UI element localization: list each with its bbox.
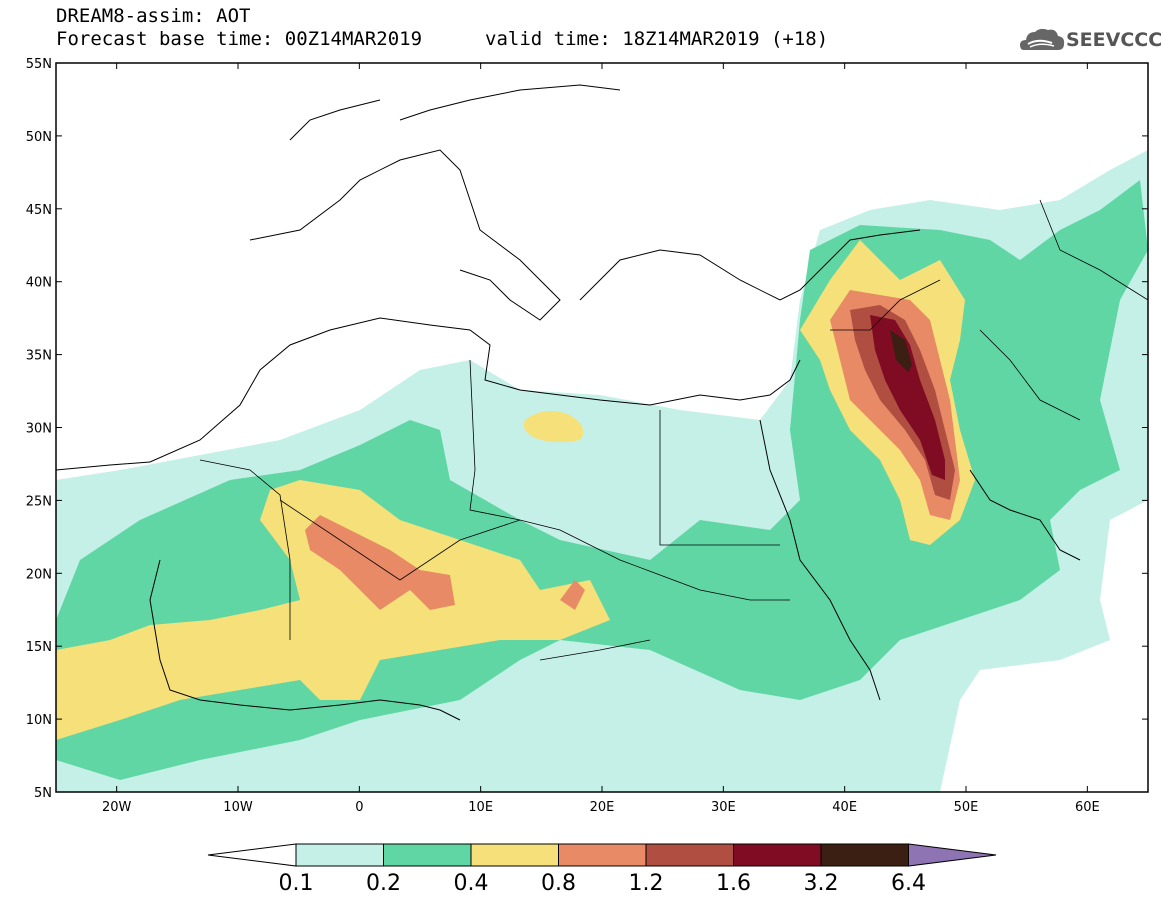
colorbar-label: 0.4 bbox=[454, 871, 489, 896]
colorbar-label: 0.2 bbox=[366, 871, 401, 896]
lat-tick-label: 20N bbox=[26, 567, 52, 582]
map-title: DREAM8-assim: AOT bbox=[56, 5, 251, 27]
coastlines bbox=[56, 84, 1081, 721]
lat-tick-label: 30N bbox=[26, 422, 52, 437]
lon-tick-label: 10W bbox=[223, 800, 253, 815]
colorbar-swatch bbox=[470, 843, 559, 867]
lat-tick-label: 55N bbox=[26, 57, 52, 72]
lon-tick-label: 40E bbox=[832, 800, 857, 815]
lon-tick-label: 10E bbox=[468, 800, 493, 815]
colorbar-label: 1.2 bbox=[629, 871, 664, 896]
colorbar-swatch bbox=[295, 843, 384, 867]
lat-tick-label: 5N bbox=[34, 786, 52, 801]
colorbar-swatch bbox=[645, 843, 734, 867]
forecast-base-time: Forecast base time: 00Z14MAR2019 bbox=[56, 28, 423, 50]
lat-tick-label: 15N bbox=[26, 640, 52, 655]
colorbar-label: 3.2 bbox=[804, 871, 839, 896]
colorbar-swatch bbox=[383, 843, 472, 867]
colorbar-under-triangle bbox=[207, 843, 297, 867]
lat-tick-label: 40N bbox=[26, 276, 52, 291]
colorbar-over-triangle bbox=[908, 843, 997, 867]
colorbar: 0.1 0.2 0.4 0.8 1.2 1.6 3.2 6.4 bbox=[207, 843, 997, 896]
aot-level-1.6 bbox=[870, 315, 945, 480]
lon-tick-label: 20W bbox=[102, 800, 132, 815]
latitude-axis: 55N 50N 45N 40N 35N 30N 25N 20N 15N 10N 5N bbox=[26, 57, 1148, 801]
lat-tick-label: 10N bbox=[26, 713, 52, 728]
aot-field bbox=[56, 63, 1148, 792]
country-borders bbox=[199, 199, 1148, 661]
valid-time: valid time: 18Z14MAR2019 (+18) bbox=[485, 28, 829, 50]
aot-level-0.8 bbox=[305, 515, 455, 610]
colorbar-swatch bbox=[733, 843, 822, 867]
colorbar-label: 0.8 bbox=[541, 871, 576, 896]
lon-tick-label: 20E bbox=[590, 800, 615, 815]
lat-tick-label: 45N bbox=[26, 203, 52, 218]
lon-tick-label: 60E bbox=[1075, 800, 1100, 815]
lon-tick-label: 0 bbox=[355, 800, 363, 815]
longitude-axis: 20W 10W 0 10E 20E 30E 40E 50E 60E bbox=[102, 63, 1100, 815]
seevccc-logo: SEEVCCC bbox=[1066, 29, 1163, 51]
lat-tick-label: 50N bbox=[26, 130, 52, 145]
aot-level-0.8 bbox=[560, 580, 585, 610]
colorbar-swatch bbox=[558, 843, 647, 867]
aot-level-0.4 bbox=[523, 411, 584, 443]
colorbar-label: 1.6 bbox=[716, 871, 751, 896]
colorbar-label: 6.4 bbox=[891, 871, 926, 896]
colorbar-swatch bbox=[820, 843, 909, 867]
lon-tick-label: 50E bbox=[954, 800, 979, 815]
lat-tick-label: 35N bbox=[26, 349, 52, 364]
lat-tick-label: 25N bbox=[26, 494, 52, 509]
lon-tick-label: 30E bbox=[711, 800, 736, 815]
aot-level-3.2 bbox=[890, 330, 912, 372]
colorbar-label: 0.1 bbox=[279, 871, 314, 896]
aot-level-0.4 bbox=[56, 480, 610, 740]
cloud-icon bbox=[1020, 28, 1065, 50]
